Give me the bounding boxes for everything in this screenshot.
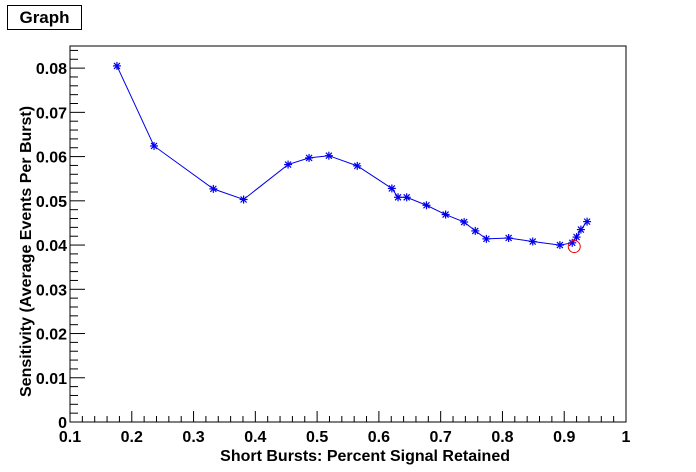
y-tick-label: 0.03 bbox=[36, 282, 67, 299]
y-tick-label: 0.08 bbox=[36, 61, 67, 78]
data-point bbox=[305, 153, 314, 162]
data-point bbox=[324, 151, 333, 160]
data-point bbox=[394, 193, 403, 202]
y-tick-label: 0.06 bbox=[36, 150, 67, 167]
plot-frame bbox=[69, 45, 627, 423]
data-point bbox=[422, 201, 431, 210]
x-tick-label: 0.6 bbox=[368, 429, 390, 446]
data-point bbox=[555, 241, 564, 250]
data-point bbox=[504, 233, 513, 242]
data-point bbox=[460, 218, 469, 227]
chart-title: Graph bbox=[7, 5, 82, 30]
data-point bbox=[387, 184, 396, 193]
data-point bbox=[284, 160, 293, 169]
x-tick-label: 0.7 bbox=[430, 429, 452, 446]
series-line bbox=[116, 65, 588, 246]
data-point bbox=[576, 225, 585, 234]
y-tick-label: 0.04 bbox=[36, 238, 67, 255]
x-tick-label: 0.1 bbox=[59, 429, 81, 446]
data-point bbox=[112, 61, 121, 70]
x-tick-label: 0.2 bbox=[121, 429, 143, 446]
x-tick-label: 0.8 bbox=[491, 429, 513, 446]
data-point bbox=[528, 237, 537, 246]
highlight-marker bbox=[567, 240, 581, 254]
data-point bbox=[471, 226, 480, 235]
x-tick-label: 0.5 bbox=[306, 429, 328, 446]
data-point bbox=[441, 210, 450, 219]
y-tick-label: 0.05 bbox=[36, 194, 67, 211]
x-tick-label: 0.3 bbox=[182, 429, 204, 446]
y-tick-label: 0.07 bbox=[36, 105, 67, 122]
y-tick-label: 0.01 bbox=[36, 371, 67, 388]
data-point bbox=[209, 184, 218, 193]
y-axis-label: Sensitivity (Average Events Per Burst) bbox=[18, 106, 35, 397]
data-point bbox=[239, 195, 248, 204]
y-tick-label: 0 bbox=[58, 415, 67, 432]
data-point bbox=[583, 217, 592, 226]
x-tick-label: 0.4 bbox=[244, 429, 266, 446]
data-point bbox=[402, 193, 411, 202]
data-point bbox=[150, 141, 159, 150]
x-tick-label: 0.9 bbox=[553, 429, 575, 446]
x-tick-label: 1 bbox=[622, 429, 631, 446]
y-tick-label: 0.02 bbox=[36, 327, 67, 344]
x-axis-label: Short Bursts: Percent Signal Retained bbox=[220, 448, 510, 465]
data-point bbox=[482, 234, 491, 243]
data-point bbox=[353, 161, 362, 170]
data-point bbox=[572, 233, 581, 242]
